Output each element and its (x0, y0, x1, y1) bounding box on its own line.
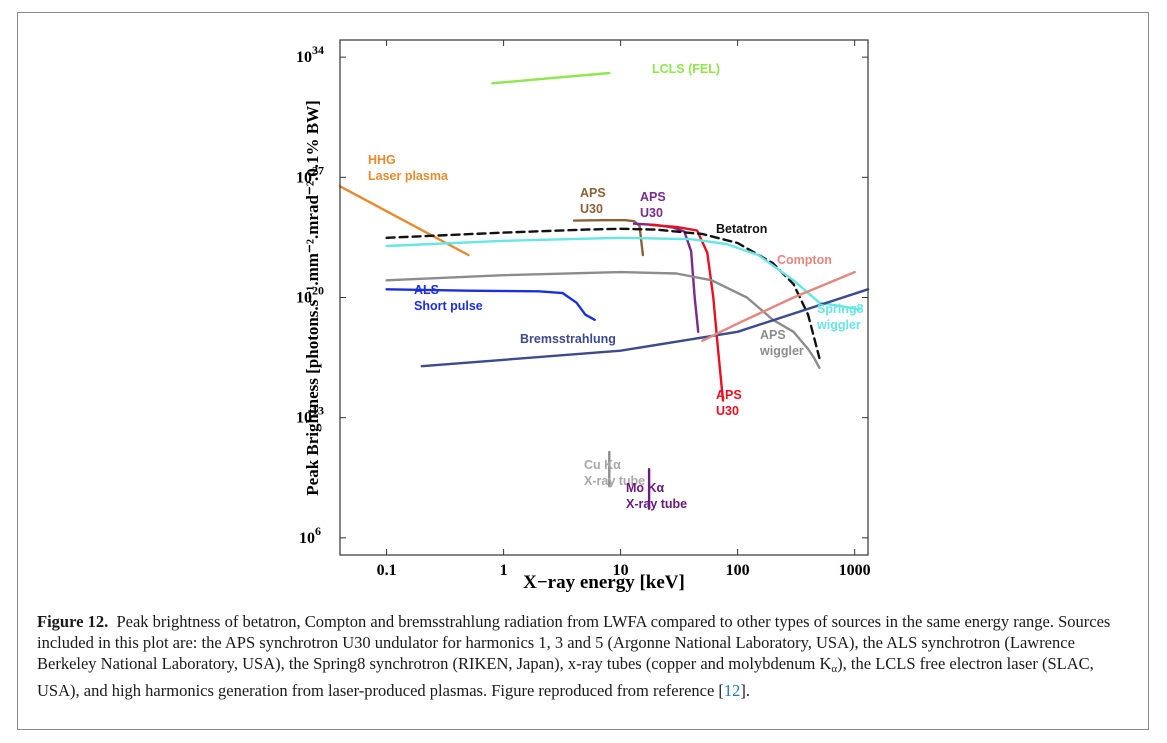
series-line-als-short-pulse (385, 288, 596, 321)
series-line-bremsstrahlung (420, 288, 870, 368)
label-aps-u30-purple-2: U30 (640, 206, 663, 220)
label-aps-u30-brown-1: APS (580, 186, 606, 200)
label-aps-wiggler-2: wiggler (759, 344, 804, 358)
x-tick-label: 0.1 (377, 562, 397, 579)
label-als-1: ALS (414, 283, 439, 297)
caption-text-1: Peak brightness of betatron, Compton and… (37, 612, 1111, 673)
label-aps-wiggler-1: APS (760, 328, 786, 342)
label-betatron: Betatron (716, 222, 767, 236)
label-aps-u30-red-1: APS (716, 388, 742, 402)
y-tick-label: 106 (299, 524, 321, 547)
figure-frame (17, 12, 1149, 730)
label-compton: Compton (777, 253, 832, 267)
label-mo-ka-2: X-ray tube (626, 497, 687, 511)
series-line-aps-wiggler (385, 270, 821, 369)
series-line-aps-u30-harmonic-5 (649, 223, 725, 402)
label-als-2: Short pulse (414, 299, 483, 313)
caption-text-3: ]. (740, 681, 751, 700)
y-tick-label: 1034 (296, 43, 324, 66)
y-tick-label: 1020 (296, 284, 324, 307)
x-axis-label: X−ray energy [keV] (523, 572, 685, 593)
label-aps-u30-brown-2: U30 (580, 202, 603, 216)
label-spring8-1: Spring8 (817, 302, 864, 316)
label-spring8-2: wiggler (816, 318, 861, 332)
series-line-lcls-fel (491, 71, 611, 85)
x-tick-label: 10 (613, 562, 629, 579)
figure-caption: Figure 12. Peak brightness of betatron, … (37, 611, 1132, 701)
label-hhg-1: HHG (368, 153, 396, 167)
label-hhg-2: Laser plasma (368, 169, 449, 183)
caption-label: Figure 12. (37, 612, 109, 631)
tick-layer: 0.1 1 10 100 1000 106 1013 1020 1027 1034 (296, 40, 871, 579)
y-tick-label: 1027 (296, 163, 324, 186)
x-tick-label: 1000 (839, 562, 871, 579)
label-bremsstrahlung: Bremsstrahlung (520, 332, 616, 346)
caption-reference-link[interactable]: 12 (723, 681, 741, 700)
x-tick-label: 1 (500, 562, 508, 579)
y-axis-label: Peak Brightness [photons.s⁻¹.mm⁻².mrad⁻²… (303, 100, 322, 495)
series-line-compton (701, 270, 856, 342)
label-aps-u30-red-2: U30 (716, 404, 739, 418)
label-lcls: LCLS (FEL) (652, 62, 720, 76)
series-layer (338, 71, 870, 510)
label-aps-u30-purple-1: APS (640, 190, 666, 204)
series-line-spring8-wiggler (385, 236, 861, 311)
y-tick-label: 1013 (296, 404, 324, 427)
caption-text-2: ), the LCLS free electron laser (SLAC, U… (37, 654, 1094, 700)
caption-subscript: α (831, 663, 838, 675)
label-cu-ka-1: Cu Kα (584, 458, 621, 472)
series-line-aps-u30-harmonic-1 (572, 218, 645, 257)
x-tick-label: 100 (726, 562, 750, 579)
label-cu-ka-2: X-ray tube (584, 474, 645, 488)
brightness-chart: 0.1 1 10 100 1000 106 1013 1020 1027 1034 X−ray e… (296, 39, 871, 593)
label-mo-ka-1: Mo Kα (626, 481, 665, 495)
